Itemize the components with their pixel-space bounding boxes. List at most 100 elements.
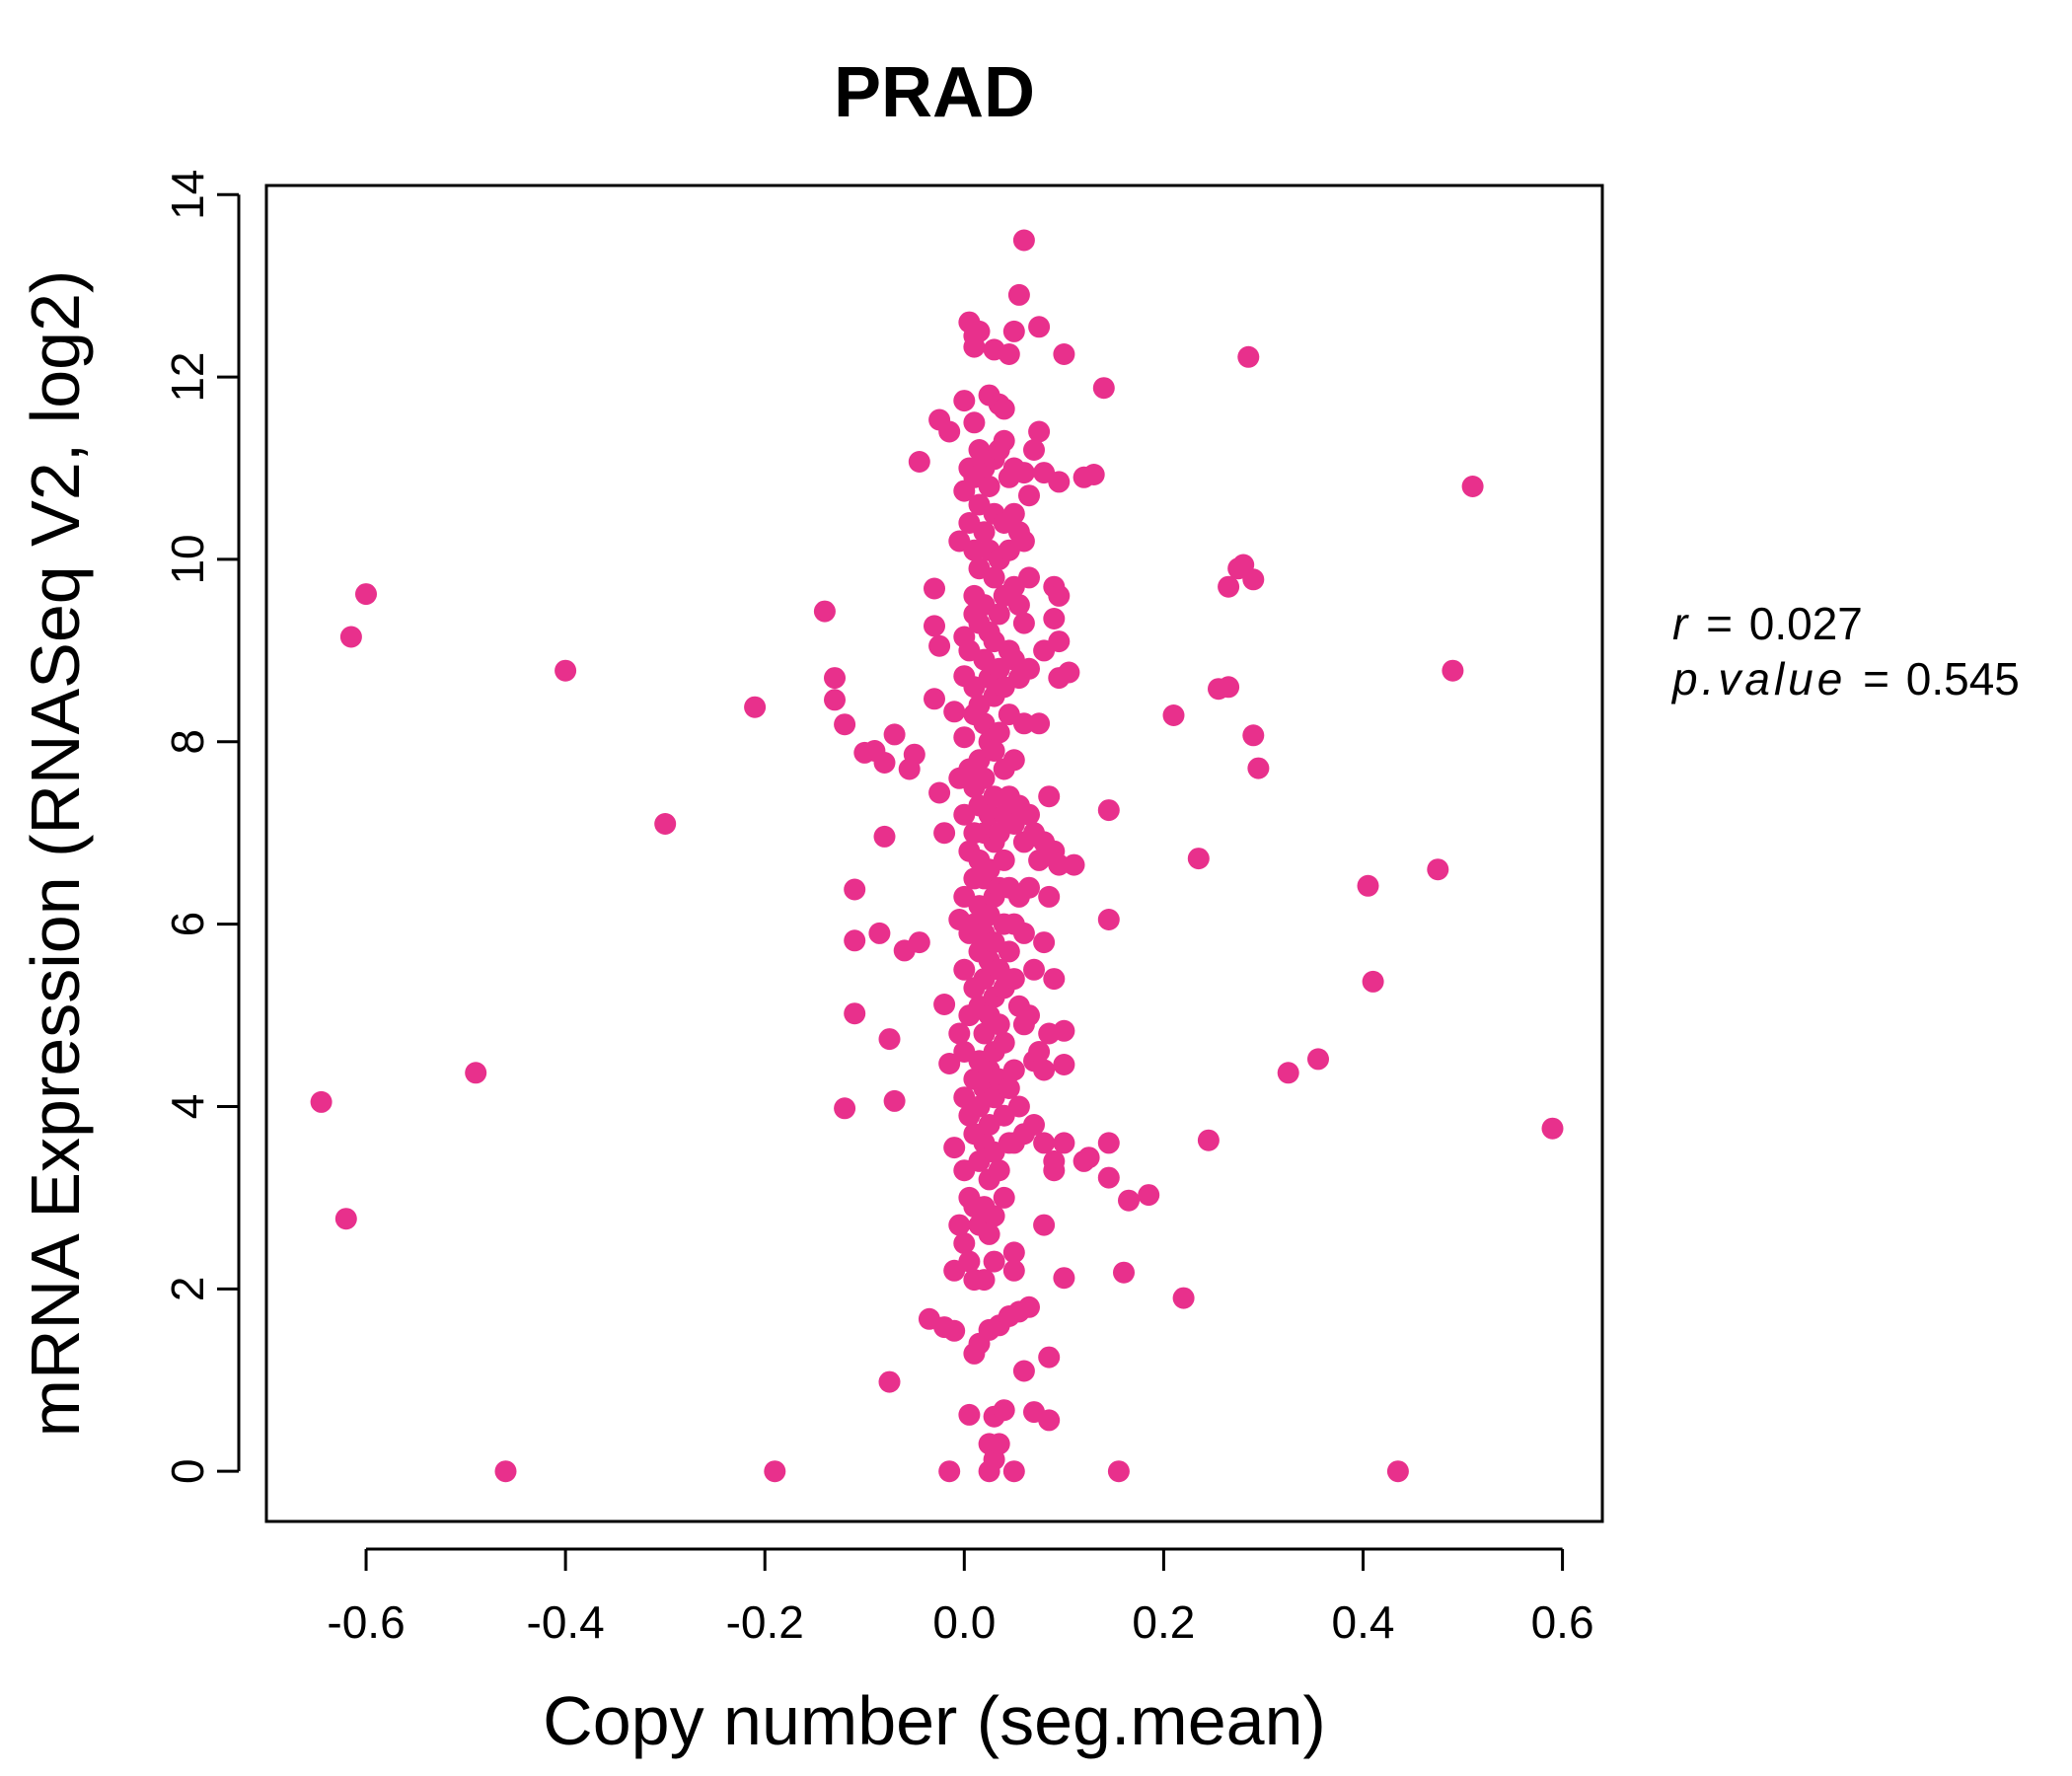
data-point xyxy=(924,577,945,600)
data-point xyxy=(310,1090,333,1113)
data-point xyxy=(1197,1129,1220,1151)
data-point xyxy=(1033,1132,1056,1154)
data-point xyxy=(983,1250,1005,1273)
data-point xyxy=(1002,968,1025,991)
data-point xyxy=(1362,970,1384,993)
data-point xyxy=(1018,876,1040,899)
data-point xyxy=(744,696,767,718)
data-point xyxy=(908,931,930,954)
data-point xyxy=(943,1137,966,1159)
data-point xyxy=(983,785,1005,808)
data-point xyxy=(834,713,856,736)
data-point xyxy=(1028,316,1051,338)
data-point xyxy=(1427,858,1449,881)
r-value: 0.027 xyxy=(1749,598,1863,649)
r-equals: = xyxy=(1706,598,1733,649)
data-point xyxy=(883,723,906,746)
data-point xyxy=(1002,749,1025,772)
data-point xyxy=(1107,1460,1130,1483)
data-point xyxy=(1023,1114,1045,1136)
data-point xyxy=(903,743,925,766)
data-point xyxy=(953,726,976,749)
x-tick-label: 0.0 xyxy=(932,1596,996,1648)
data-point xyxy=(958,1403,981,1426)
data-point xyxy=(1053,1132,1075,1154)
data-point xyxy=(998,940,1020,963)
data-point xyxy=(968,320,991,342)
data-point xyxy=(868,922,891,944)
data-point xyxy=(953,1232,976,1255)
data-point xyxy=(1053,343,1075,365)
data-point xyxy=(983,1205,1005,1227)
data-point xyxy=(1053,1019,1075,1042)
chart-title: PRAD xyxy=(834,53,1035,132)
y-tick-label: 12 xyxy=(162,352,213,403)
data-point xyxy=(1218,676,1240,699)
data-point xyxy=(1033,931,1056,954)
data-point xyxy=(998,1077,1020,1099)
y-axis: 0 2 4 6 8 10 12 14 xyxy=(162,170,241,1484)
data-point xyxy=(1053,1267,1075,1290)
p-value: 0.545 xyxy=(1906,653,2020,704)
data-point xyxy=(988,721,1010,744)
x-tick-label: 0.6 xyxy=(1531,1596,1594,1648)
data-point xyxy=(1012,462,1035,484)
y-tick-label: 8 xyxy=(162,729,213,755)
data-point xyxy=(1012,229,1035,252)
data-point xyxy=(1002,1259,1025,1282)
y-tick-label: 14 xyxy=(162,170,213,220)
data-point xyxy=(1007,594,1030,617)
data-point xyxy=(1018,803,1040,826)
data-point xyxy=(973,521,996,544)
x-tick-label: -0.6 xyxy=(327,1596,405,1648)
data-point xyxy=(948,1214,971,1236)
data-point xyxy=(334,1208,357,1230)
data-point xyxy=(938,1053,961,1074)
data-point xyxy=(1028,712,1051,735)
data-point xyxy=(988,603,1010,626)
data-point xyxy=(1018,484,1040,507)
data-point xyxy=(1023,439,1045,461)
svg-text:r = 0.027: r = 0.027 xyxy=(1672,598,1863,649)
data-point xyxy=(1002,1460,1025,1483)
data-point xyxy=(978,476,1000,497)
data-point xyxy=(988,1013,1010,1036)
data-point xyxy=(1097,909,1120,930)
data-point xyxy=(873,825,896,848)
data-point xyxy=(1386,1460,1409,1483)
data-point xyxy=(993,1399,1015,1422)
data-point xyxy=(1012,922,1035,944)
p-symbol: p.value xyxy=(1670,653,1846,704)
data-point xyxy=(1018,1004,1040,1027)
y-tick-label: 6 xyxy=(162,912,213,937)
data-point xyxy=(1172,1287,1195,1309)
data-point xyxy=(1043,608,1066,629)
data-point xyxy=(1002,1059,1025,1081)
data-point xyxy=(933,822,956,845)
data-point xyxy=(1092,377,1115,400)
data-point xyxy=(494,1460,517,1483)
data-point xyxy=(924,688,945,710)
data-point xyxy=(993,1031,1015,1054)
data-point xyxy=(1018,657,1040,680)
data-point xyxy=(943,1319,966,1342)
data-point xyxy=(1442,659,1464,682)
correlation-annotation: r = 0.027 p.value = 0.545 xyxy=(1670,598,2020,704)
data-point xyxy=(1082,464,1105,485)
data-point xyxy=(1053,1054,1075,1075)
data-point xyxy=(654,813,677,835)
data-point xyxy=(993,849,1015,871)
data-point xyxy=(978,803,1000,826)
data-point xyxy=(928,781,951,804)
data-point xyxy=(1043,1149,1066,1172)
data-point xyxy=(1028,420,1051,443)
data-point xyxy=(1048,584,1071,607)
data-point xyxy=(1242,724,1265,747)
data-point xyxy=(1012,612,1035,634)
data-point xyxy=(963,411,986,434)
data-point xyxy=(1138,1184,1160,1207)
data-point xyxy=(933,994,956,1015)
data-point xyxy=(1012,530,1035,553)
data-point xyxy=(973,767,996,789)
